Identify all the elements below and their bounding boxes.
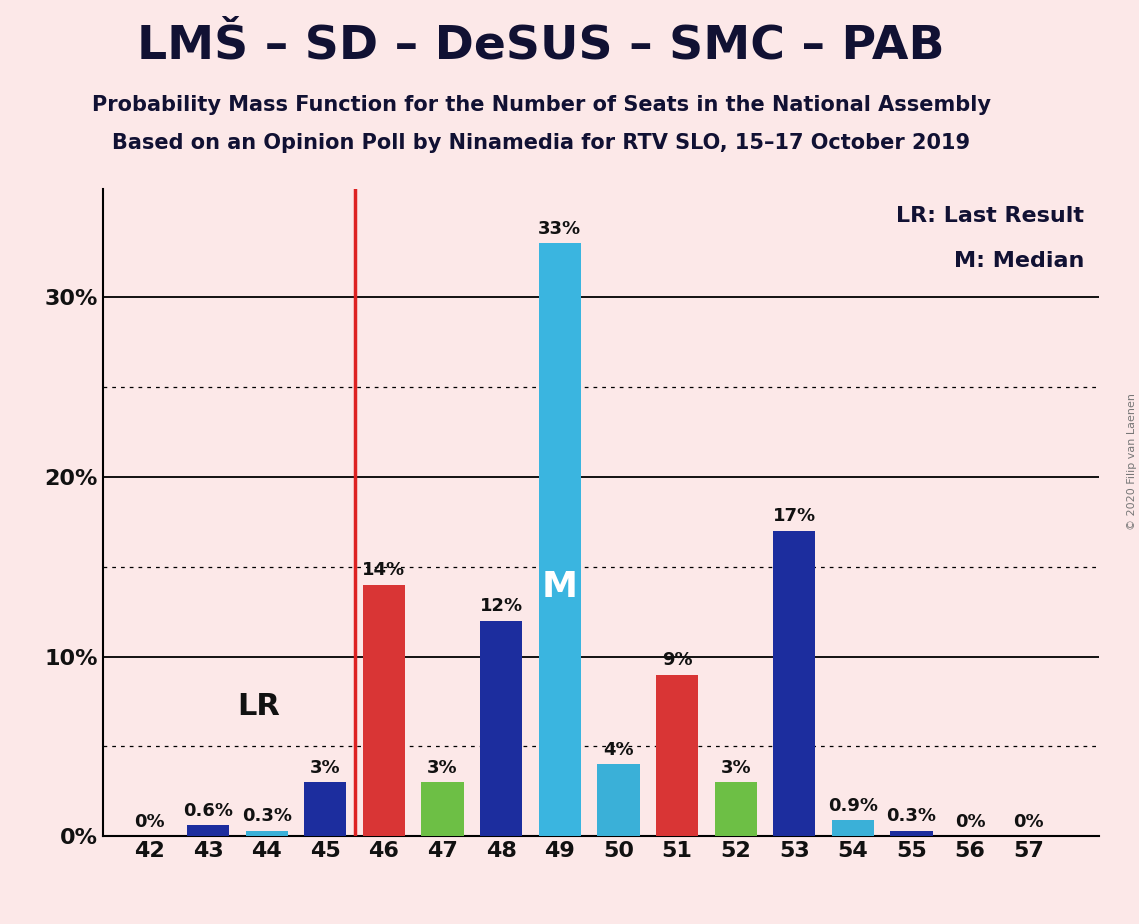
- Text: 4%: 4%: [603, 741, 633, 759]
- Text: 17%: 17%: [772, 507, 816, 526]
- Bar: [304, 783, 346, 836]
- Text: M: M: [542, 570, 577, 604]
- Bar: [363, 585, 405, 836]
- Text: Based on an Opinion Poll by Ninamedia for RTV SLO, 15–17 October 2019: Based on an Opinion Poll by Ninamedia fo…: [112, 133, 970, 153]
- Text: 3%: 3%: [427, 759, 458, 777]
- Bar: [539, 243, 581, 836]
- Bar: [597, 764, 639, 836]
- Bar: [246, 831, 288, 836]
- Text: Probability Mass Function for the Number of Seats in the National Assembly: Probability Mass Function for the Number…: [91, 95, 991, 116]
- Bar: [773, 530, 816, 836]
- Text: 3%: 3%: [720, 759, 751, 777]
- Bar: [831, 821, 874, 836]
- Bar: [656, 675, 698, 836]
- Bar: [480, 621, 523, 836]
- Text: 3%: 3%: [310, 759, 341, 777]
- Text: © 2020 Filip van Laenen: © 2020 Filip van Laenen: [1126, 394, 1137, 530]
- Text: 0%: 0%: [954, 813, 985, 831]
- Bar: [714, 783, 756, 836]
- Text: 0.3%: 0.3%: [886, 808, 936, 825]
- Text: M: Median: M: Median: [953, 250, 1084, 271]
- Text: LMŠ – SD – DeSUS – SMC – PAB: LMŠ – SD – DeSUS – SMC – PAB: [137, 23, 945, 68]
- Bar: [187, 825, 229, 836]
- Text: LR: Last Result: LR: Last Result: [896, 206, 1084, 225]
- Text: 0%: 0%: [1014, 813, 1044, 831]
- Text: 33%: 33%: [539, 220, 581, 238]
- Bar: [891, 831, 933, 836]
- Bar: [421, 783, 464, 836]
- Text: 0%: 0%: [134, 813, 165, 831]
- Text: 12%: 12%: [480, 597, 523, 615]
- Text: 0.3%: 0.3%: [241, 808, 292, 825]
- Text: 0.6%: 0.6%: [183, 802, 233, 821]
- Text: 0.9%: 0.9%: [828, 796, 878, 815]
- Text: LR: LR: [237, 692, 280, 722]
- Text: 9%: 9%: [662, 651, 693, 669]
- Text: 14%: 14%: [362, 561, 405, 579]
